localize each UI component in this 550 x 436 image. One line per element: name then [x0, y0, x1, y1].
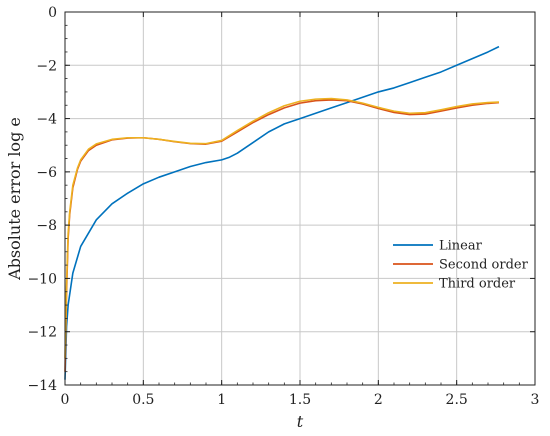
series-lines: [64, 45, 500, 380]
series-line-third-order: [64, 97, 500, 359]
y-tick-label: −6: [36, 165, 57, 181]
series-line-linear: [64, 45, 500, 380]
y-tick-label: −4: [36, 112, 57, 128]
x-tick-label: 1.5: [289, 392, 311, 408]
y-axis-title: Absolute error log e: [5, 117, 24, 281]
y-tick-label: −14: [27, 378, 57, 394]
y-tick-label: −2: [36, 58, 57, 74]
y-tick-label: −10: [27, 271, 57, 287]
y-tick-label: 0: [48, 5, 57, 21]
x-tick-label: 3: [531, 392, 540, 408]
x-tick-labels: 0 0.5 1 1.5 2 2.5 3: [61, 392, 540, 408]
legend-label-second-order: Second order: [439, 258, 529, 273]
x-tick-label: 0.5: [132, 392, 154, 408]
legend-label-linear: Linear: [439, 239, 483, 254]
legend: Linear Second order Third order: [393, 239, 529, 292]
x-tick-label: 0: [61, 392, 70, 408]
x-tick-label: 1: [217, 392, 226, 408]
x-tick-label: 2: [374, 392, 383, 408]
y-tick-labels: 0 −2 −4 −6 −8 −10 −12 −14: [27, 5, 57, 394]
x-tick-label: 2.5: [446, 392, 468, 408]
ticks: [64, 11, 536, 386]
y-tick-label: −8: [36, 218, 57, 234]
legend-label-third-order: Third order: [439, 277, 516, 292]
x-axis-title: t: [297, 412, 304, 431]
y-tick-label: −12: [27, 325, 57, 341]
